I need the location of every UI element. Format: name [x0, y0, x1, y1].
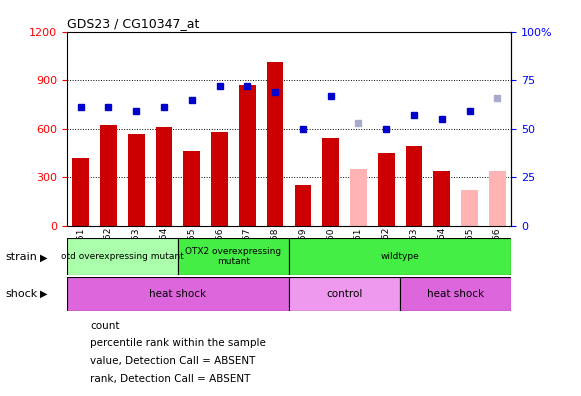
Text: shock: shock	[6, 289, 38, 299]
Bar	[400, 277, 511, 311]
Bar	[239, 85, 256, 226]
Text: GDS23 / CG10347_at: GDS23 / CG10347_at	[67, 17, 199, 30]
Text: percentile rank within the sample: percentile rank within the sample	[90, 338, 266, 348]
Bar	[156, 127, 173, 226]
Bar	[406, 147, 422, 226]
Bar	[295, 185, 311, 226]
Bar	[211, 132, 228, 226]
Bar	[289, 238, 511, 275]
Text: value, Detection Call = ABSENT: value, Detection Call = ABSENT	[90, 356, 256, 366]
Text: OTX2 overexpressing
mutant: OTX2 overexpressing mutant	[185, 247, 282, 266]
Text: heat shock: heat shock	[149, 289, 206, 299]
Text: heat shock: heat shock	[427, 289, 485, 299]
Bar	[100, 126, 117, 226]
Bar	[461, 190, 478, 226]
Text: ▶: ▶	[40, 289, 47, 299]
Bar	[67, 277, 289, 311]
Bar	[128, 133, 145, 226]
Text: ▶: ▶	[40, 252, 47, 263]
Bar	[322, 138, 339, 226]
Bar	[178, 238, 289, 275]
Text: otd overexpressing mutant: otd overexpressing mutant	[61, 252, 184, 261]
Text: count: count	[90, 320, 120, 331]
Bar	[378, 153, 394, 226]
Bar	[289, 277, 400, 311]
Bar	[489, 171, 505, 226]
Text: strain: strain	[6, 252, 38, 263]
Bar	[433, 171, 450, 226]
Text: wildtype: wildtype	[381, 252, 419, 261]
Bar	[350, 169, 367, 226]
Bar	[73, 158, 89, 226]
Text: control: control	[327, 289, 363, 299]
Text: rank, Detection Call = ABSENT: rank, Detection Call = ABSENT	[90, 374, 250, 384]
Bar	[184, 151, 200, 226]
Bar	[67, 238, 178, 275]
Bar	[267, 63, 284, 226]
